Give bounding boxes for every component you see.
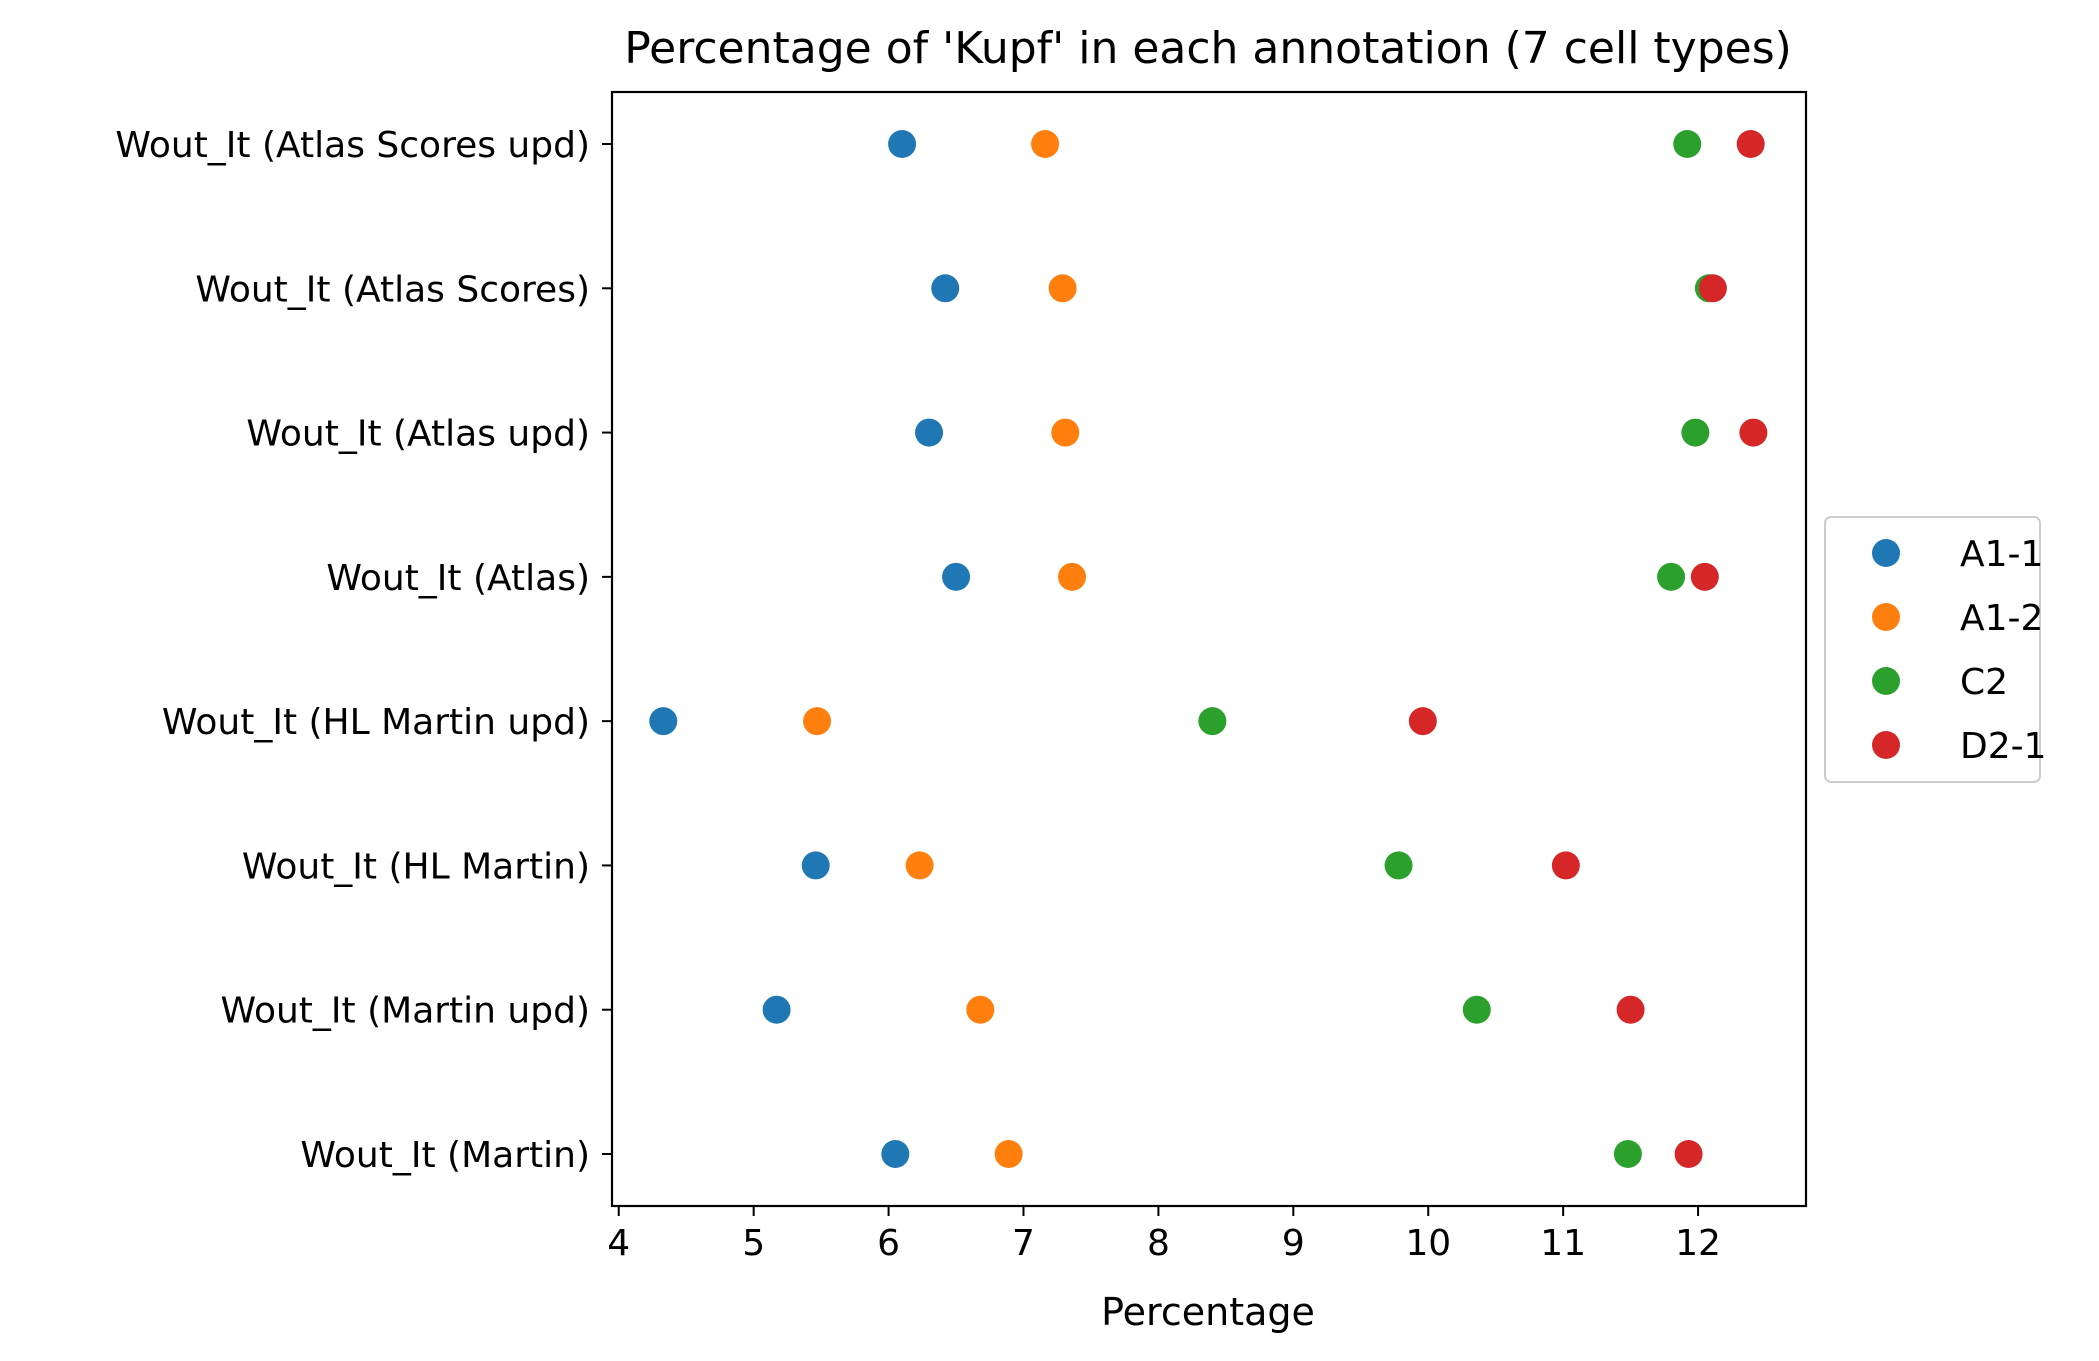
x-tick-label: 8 [1147, 1223, 1170, 1264]
data-point [1031, 130, 1060, 158]
legend-marker [1872, 731, 1900, 759]
data-point [905, 851, 934, 880]
data-point [762, 995, 791, 1024]
legend-label: A1-2 [1960, 598, 2043, 639]
data-point [1736, 130, 1765, 158]
x-tick-label: 7 [1012, 1223, 1035, 1264]
legend-label: A1-1 [1960, 534, 2043, 575]
data-point [803, 707, 832, 736]
legend: A1-1 A1-2 C2 D2-1 [1824, 516, 2047, 783]
y-tick-label: Wout_It (Martin) [300, 1135, 590, 1176]
y-tick-label: Wout_It (Atlas Scores upd) [115, 125, 590, 166]
data-point [1384, 851, 1413, 880]
y-tick-label: Wout_It (Martin upd) [220, 991, 590, 1032]
data-point [1408, 707, 1437, 736]
y-tick-label: Wout_It (Atlas) [326, 558, 590, 599]
data-point [1616, 995, 1645, 1024]
data-point [942, 562, 971, 591]
data-point [649, 707, 678, 736]
y-tick-label: Wout_It (Atlas upd) [246, 414, 590, 455]
x-tick-label: 11 [1540, 1223, 1586, 1264]
data-point [888, 130, 917, 158]
data-point [1698, 274, 1727, 303]
data-point [1657, 562, 1686, 591]
x-tick-label: 5 [742, 1223, 765, 1264]
y-tick-label: Wout_It (HL Martin upd) [162, 702, 590, 743]
data-point [1198, 707, 1227, 736]
legend-marker [1872, 539, 1900, 567]
plot-area [649, 130, 1768, 1168]
legend-label: D2-1 [1960, 726, 2047, 767]
x-tick-label: 6 [877, 1223, 900, 1264]
data-point [915, 418, 944, 447]
data-point [931, 274, 960, 303]
y-tick-label: Wout_It (Atlas Scores) [195, 269, 590, 310]
y-tick-label: Wout_It (HL Martin) [242, 846, 590, 887]
data-point [1690, 562, 1719, 591]
legend-box [1824, 516, 2041, 783]
legend-label: C2 [1960, 662, 2008, 703]
data-point [1674, 1140, 1703, 1168]
x-axis: 4 5 6 7 8 9 10 11 12 [607, 1206, 1721, 1264]
data-point [1673, 130, 1702, 158]
series-a1-1 [649, 130, 971, 1168]
x-tick-label: 10 [1405, 1223, 1451, 1264]
data-point [1462, 995, 1491, 1024]
x-axis-label: Percentage [1101, 1290, 1315, 1334]
data-point [1739, 418, 1768, 447]
data-point [1048, 274, 1077, 303]
x-tick-label: 9 [1282, 1223, 1305, 1264]
legend-marker [1872, 667, 1900, 695]
series-d2-1 [1408, 130, 1768, 1168]
x-tick-label: 4 [607, 1223, 630, 1264]
data-point [1058, 562, 1087, 591]
data-point [994, 1140, 1023, 1168]
series-a1-2 [803, 130, 1087, 1168]
x-tick-label: 12 [1675, 1223, 1721, 1264]
data-point [966, 995, 995, 1024]
chart-title: Percentage of 'Kupf' in each annotation … [624, 23, 1792, 74]
data-point [1051, 418, 1080, 447]
y-axis: Wout_It (Atlas Scores upd) Wout_It (Atlas… [115, 125, 612, 1176]
data-point [1551, 851, 1580, 880]
data-point [1681, 418, 1710, 447]
data-point [1613, 1140, 1642, 1168]
data-point [801, 851, 830, 880]
data-point [881, 1140, 910, 1168]
axes-frame [610, 90, 1808, 1208]
legend-marker [1872, 603, 1900, 631]
